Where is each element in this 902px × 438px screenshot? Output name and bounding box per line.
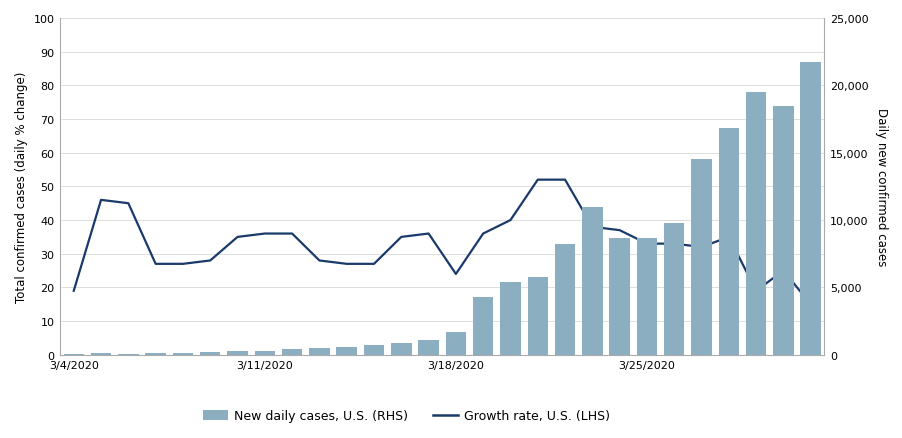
Bar xyxy=(308,348,329,355)
Bar xyxy=(500,283,520,355)
Bar xyxy=(663,223,684,355)
Bar xyxy=(118,354,138,355)
Bar xyxy=(418,340,438,355)
Y-axis label: Daily new confirmed cases: Daily new confirmed cases xyxy=(874,108,887,266)
Bar xyxy=(745,93,766,355)
Bar xyxy=(172,353,193,355)
Bar xyxy=(527,277,548,355)
Bar xyxy=(364,346,384,355)
Bar xyxy=(199,352,220,355)
Bar xyxy=(446,332,465,355)
Bar xyxy=(636,238,657,355)
Bar xyxy=(609,238,630,355)
Bar xyxy=(63,354,84,355)
Bar xyxy=(691,160,711,355)
Bar xyxy=(391,343,411,355)
Bar xyxy=(772,106,793,355)
Bar xyxy=(554,245,575,355)
Bar xyxy=(718,129,738,355)
Bar xyxy=(281,350,302,355)
Legend: New daily cases, U.S. (RHS), Growth rate, U.S. (LHS): New daily cases, U.S. (RHS), Growth rate… xyxy=(198,404,614,427)
Bar xyxy=(227,352,247,355)
Bar xyxy=(336,347,356,355)
Bar xyxy=(254,351,275,355)
Bar xyxy=(91,353,111,355)
Y-axis label: Total confirmed cases (daily % change): Total confirmed cases (daily % change) xyxy=(15,71,28,302)
Bar xyxy=(582,207,602,355)
Bar xyxy=(799,64,820,355)
Bar xyxy=(473,297,492,355)
Bar xyxy=(145,353,166,355)
